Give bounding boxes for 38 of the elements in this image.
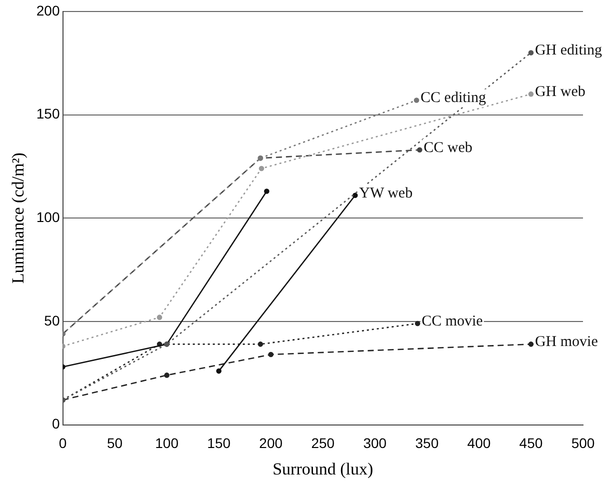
series-label: CC movie [422, 313, 484, 330]
x-tick-label: 150 [207, 435, 231, 452]
series-label: CC web [424, 140, 472, 156]
series-label: GH movie [534, 334, 598, 350]
point [258, 166, 264, 172]
series-label: CC editing [420, 90, 486, 106]
series-label: GH web [534, 84, 586, 100]
series-label: GH editing [534, 42, 603, 59]
point [164, 372, 170, 378]
x-tick-label: 250 [311, 435, 335, 452]
point [528, 342, 534, 347]
y-tick-label: 0 [52, 416, 60, 432]
x-tick-label: 500 [571, 435, 595, 452]
x-tick-label: 350 [415, 435, 439, 452]
x-axis-title: Surround (lux) [272, 459, 374, 478]
x-tick-label: 100 [155, 435, 179, 452]
x-tick-label: 300 [363, 435, 387, 452]
y-axis-title: Luminance (cd/m²) [8, 152, 28, 284]
y-tick-label: 200 [36, 2, 60, 18]
y-tick-label: 50 [44, 312, 60, 328]
point [416, 147, 422, 153]
point [156, 314, 162, 320]
x-tick-label: 200 [259, 435, 283, 452]
point [414, 320, 420, 326]
point [414, 98, 420, 103]
point [268, 352, 274, 358]
series-label: YW web [359, 185, 413, 202]
point [258, 342, 264, 347]
point [264, 188, 270, 194]
x-tick-label: 50 [106, 435, 123, 452]
point [352, 192, 358, 198]
y-tick-label: 100 [36, 208, 60, 225]
point [528, 91, 534, 97]
point [528, 50, 534, 56]
x-tick-label: 450 [519, 435, 543, 452]
y-tick-label: 150 [36, 106, 60, 122]
point [216, 368, 222, 374]
x-tick-label: 400 [467, 435, 491, 452]
